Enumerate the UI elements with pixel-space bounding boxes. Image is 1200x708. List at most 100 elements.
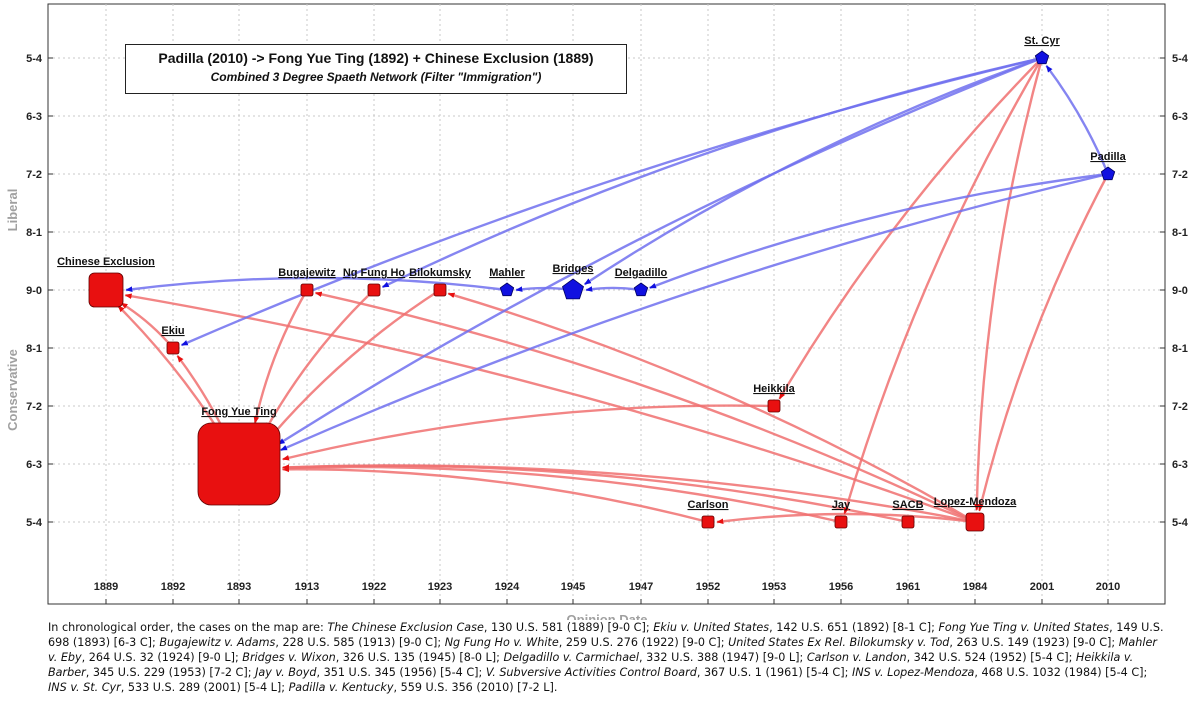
y-tick-label: 9-0 (26, 285, 42, 297)
y-tick-label: 8-1 (26, 227, 42, 239)
node-label-delgadillo: Delgadillo (615, 267, 668, 279)
node-bridges[interactable] (562, 278, 584, 300)
edge-jay-to-fong (282, 465, 842, 524)
caption-case-name: Fong Yue Ting v. United States (938, 621, 1110, 634)
y-tick-label: 5-4 (26, 53, 43, 65)
y-axis-right: 5-4 6-3 7-2 8-1 9-0 8-1 7-2 6-3 5-4 (1160, 53, 1189, 529)
caption-case-name: Ng Fung Ho v. White (444, 636, 559, 649)
caption-case-citation: , 259 U.S. 276 (1922) [9-0 C]; (558, 636, 725, 649)
node-stcyr[interactable] (1034, 50, 1050, 65)
y-tick-label: 8-1 (26, 343, 42, 355)
node-label-stcyr: St. Cyr (1024, 35, 1060, 47)
caption-case-citation: , 345 U.S. 229 (1953) [7-2 C]; (85, 666, 252, 679)
x-tick-label: 1893 (227, 581, 251, 593)
y-tick-label: 8-1 (1172, 343, 1188, 355)
node-fong[interactable] (197, 422, 281, 506)
node-label-fong: Fong Yue Ting (201, 406, 276, 418)
caption-case-citation: , 142 U.S. 651 (1892) [8-1 C]; (769, 621, 935, 634)
edge-lopez-to-bugajewitz (314, 291, 976, 524)
edge-carlson-to-fong (281, 466, 709, 524)
node-label-bugajewitz: Bugajewitz (278, 267, 336, 279)
chart-subtitle: Combined 3 Degree Spaeth Network (Filter… (210, 70, 542, 84)
edge-lopez-to-bilokumsky (447, 292, 976, 524)
edge-heikkila-to-fong (282, 404, 775, 461)
edge-mahler-to-chinese (125, 276, 508, 292)
caption-case-citation: , 367 U.S. 1 (1961) [5-4 C]; (696, 666, 849, 679)
edge-stcyr-to-fong (277, 56, 1043, 446)
edge-stcyr-to-jay (843, 57, 1044, 515)
edge-bugajewitz-to-fong (253, 289, 309, 424)
node-label-lopez: Lopez-Mendoza (934, 496, 1017, 508)
x-tick-label: 1922 (362, 581, 386, 593)
caption-case-citation: , 468 U.S. 1032 (1984) [5-4 C]; (974, 666, 1148, 679)
y-tick-label: 5-4 (1172, 53, 1189, 65)
node-bilokumsky[interactable] (433, 283, 447, 297)
x-tick-label: 1889 (94, 581, 118, 593)
edge-padilla-to-stcyr (1045, 65, 1110, 175)
caption-case-citation: , 533 U.S. 289 (2001) [5-4 L]; (120, 681, 285, 694)
caption-case-citation: , 332 U.S. 388 (1947) [9-0 L]; (639, 651, 804, 664)
x-tick-label: 1923 (428, 581, 452, 593)
x-tick-label: 1924 (495, 581, 520, 593)
caption-case-name: The Chinese Exclusion Case (327, 621, 484, 634)
caption-case-citation: , 149 U.S. 698 (1893) [6-3 C]; (48, 621, 1164, 649)
caption-case-citation: , 264 U.S. 32 (1924) [9-0 L]; (81, 651, 239, 664)
chart-title-box: Padilla (2010) -> Fong Yue Ting (1892) +… (125, 44, 627, 94)
node-mahler[interactable] (499, 282, 515, 297)
node-ngfungho[interactable] (367, 283, 381, 297)
caption-case-citation: , 130 U.S. 581 (1889) [9-0 C]; (483, 621, 650, 634)
node-padilla[interactable] (1100, 166, 1116, 181)
edge-padilla-to-fong (280, 172, 1109, 452)
node-delgadillo[interactable] (633, 282, 649, 297)
y-tick-label: 9-0 (1172, 285, 1188, 297)
caption-case-name: Mahler v. Eby (48, 636, 1157, 664)
caption-case-name: Heikkila v. Barber (48, 651, 1134, 679)
node-label-sacb: SACB (892, 499, 923, 511)
x-tick-label: 1953 (762, 581, 786, 593)
node-ekiu[interactable] (166, 341, 180, 355)
plot-frame (47, 3, 1166, 605)
node-label-heikkila: Heikkila (753, 383, 795, 395)
y-tick-label: 5-4 (26, 517, 43, 529)
edge-padilla-to-lopez (978, 173, 1110, 512)
x-tick-label: 1945 (561, 581, 585, 593)
x-tick-label: 1961 (896, 581, 920, 593)
node-label-bridges: Bridges (553, 263, 594, 275)
y-tick-label: 7-2 (1172, 401, 1188, 413)
y-tick-label: 5-4 (1172, 517, 1189, 529)
node-sacb[interactable] (901, 515, 915, 529)
case-nodes (88, 50, 1116, 532)
caption-case-citation: , 263 U.S. 149 (1923) [9-0 C]; (949, 636, 1116, 649)
caption-case-citation: , 559 U.S. 356 (2010) [7-2 L]. (393, 681, 558, 694)
caption-case-name: INS v. Lopez-Mendoza (851, 666, 975, 679)
caption-case-name: Padilla v. Kentucky (288, 681, 394, 694)
node-jay[interactable] (834, 515, 848, 529)
node-label-carlson: Carlson (688, 499, 729, 511)
node-chinese[interactable] (88, 272, 124, 308)
node-label-padilla: Padilla (1090, 151, 1126, 163)
node-label-ekiu: Ekiu (161, 325, 184, 337)
x-tick-label: 1892 (161, 581, 185, 593)
edge-stcyr-to-heikkila (778, 57, 1043, 400)
y-tick-label: 6-3 (1172, 459, 1188, 471)
caption-case-name: Delgadillo v. Carmichael (503, 651, 640, 664)
node-label-ngfungho: Ng Fung Ho (343, 267, 406, 279)
x-tick-label: 1913 (295, 581, 319, 593)
node-carlson[interactable] (701, 515, 715, 529)
y-axis-left: 5-4 6-3 7-2 8-1 9-0 8-1 7-2 6-3 5-4 (26, 53, 53, 529)
y-tick-label: 8-1 (1172, 227, 1188, 239)
y-tick-label: 6-3 (26, 111, 42, 123)
edge-bilokumsky-to-fong (271, 288, 441, 436)
node-label-chinese: Chinese Exclusion (57, 256, 155, 268)
caption-case-name: INS v. St. Cyr (48, 681, 121, 694)
caption-case-citation: , 228 U.S. 585 (1913) [9-0 C]; (275, 636, 442, 649)
caption-intro: In chronological order, the cases on the… (48, 621, 324, 634)
chart-title: Padilla (2010) -> Fong Yue Ting (1892) +… (158, 50, 594, 66)
y-tick-label: 7-2 (26, 169, 42, 181)
node-bugajewitz[interactable] (300, 283, 314, 297)
caption-case-name: V. Subversive Activities Control Board (485, 666, 697, 679)
caption-case-name: Bridges v. Wixon (242, 651, 336, 664)
node-lopez[interactable] (965, 512, 985, 532)
caption-case-citation: , 342 U.S. 524 (1952) [5-4 C]; (906, 651, 1073, 664)
node-heikkila[interactable] (767, 399, 781, 413)
